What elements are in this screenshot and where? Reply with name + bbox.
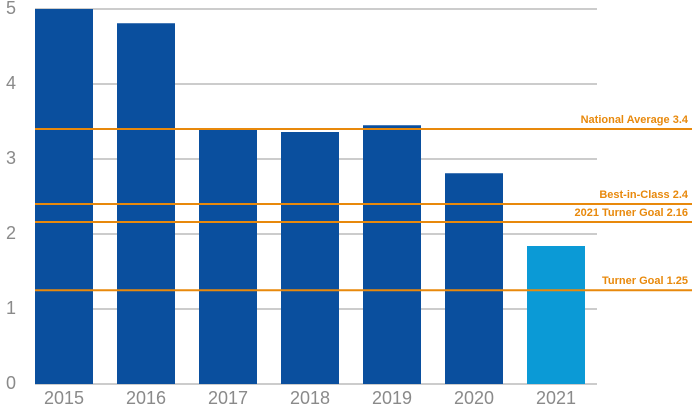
reference-label: Turner Goal 1.25 (602, 275, 688, 287)
y-tick-label: 4 (6, 73, 16, 93)
x-tick-label: 2016 (126, 388, 166, 406)
y-tick-label: 2 (6, 223, 16, 243)
x-tick-label: 2020 (454, 388, 494, 406)
bar (363, 125, 421, 384)
bar (35, 9, 93, 384)
bar (281, 132, 339, 384)
bar (199, 128, 257, 384)
y-tick-label: 0 (6, 373, 16, 393)
y-tick-label: 3 (6, 148, 16, 168)
reference-label: 2021 Turner Goal 2.16 (574, 207, 688, 219)
x-tick-label: 2017 (208, 388, 248, 406)
bar (445, 173, 503, 384)
y-tick-label: 5 (6, 0, 16, 18)
x-tick-label: 2019 (372, 388, 412, 406)
y-tick-label: 1 (6, 298, 16, 318)
x-tick-label: 2018 (290, 388, 330, 406)
bar (527, 246, 585, 384)
reference-label: National Average 3.4 (581, 114, 689, 126)
x-tick-label: 2021 (536, 388, 576, 406)
x-tick-label: 2015 (44, 388, 84, 406)
reference-label: Best-in-Class 2.4 (599, 189, 689, 201)
